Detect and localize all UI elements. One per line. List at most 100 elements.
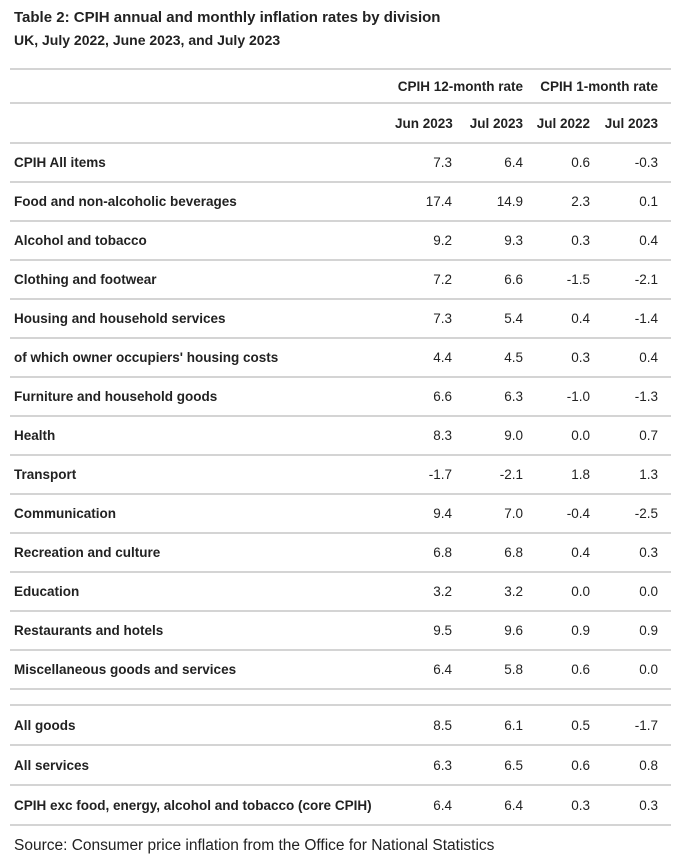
cell-value: 7.3 [433, 311, 452, 326]
row-label: Miscellaneous goods and services [14, 662, 237, 677]
cell-value: 0.0 [571, 428, 590, 443]
cell-value: 0.8 [639, 757, 659, 773]
column-group-empty [10, 69, 395, 103]
cell-value: 6.4 [433, 797, 452, 813]
cell-value: 2.3 [571, 194, 590, 209]
table-row: Furniture and household goods 6.6 6.3 -1… [10, 377, 672, 416]
cell-value: 6.4 [433, 662, 452, 677]
cell-value: -1.3 [634, 389, 659, 404]
cell-value: 17.4 [425, 194, 452, 209]
table-row: Communication 9.4 7.0 -0.4 -2.5 [10, 494, 672, 533]
cell-value: 0.6 [571, 662, 590, 677]
cell-value: 7.2 [433, 272, 452, 287]
table-row: CPIH All items 7.3 6.4 0.6 -0.3 [10, 143, 672, 182]
cell-value: 0.0 [639, 584, 659, 599]
cell-value: 5.4 [504, 311, 523, 326]
cell-value: 0.3 [571, 797, 590, 813]
cell-value: 0.6 [571, 757, 590, 773]
table-row: Recreation and culture 6.8 6.8 0.4 0.3 [10, 533, 672, 572]
cell-value: 0.4 [639, 233, 659, 248]
spacer-row [10, 689, 672, 705]
cell-value: 6.3 [433, 757, 452, 773]
cell-value: 3.2 [433, 584, 452, 599]
table-row: Education 3.2 3.2 0.0 0.0 [10, 572, 672, 611]
cell-value: 4.4 [433, 350, 452, 365]
cell-value: -2.1 [499, 467, 523, 482]
cell-value: 0.3 [571, 233, 590, 248]
cell-value: -0.4 [566, 506, 590, 521]
cell-value: 0.9 [571, 623, 590, 638]
cell-value: 0.9 [639, 623, 659, 638]
cell-value: 9.4 [433, 506, 452, 521]
row-label: All goods [14, 717, 76, 733]
table-row: Housing and household services 7.3 5.4 0… [10, 299, 672, 338]
row-label: Recreation and culture [14, 545, 161, 560]
table-row: All services 6.3 6.5 0.6 0.8 [10, 745, 672, 785]
cell-value: 9.0 [504, 428, 523, 443]
row-label: All services [14, 757, 90, 773]
table-row: All goods 8.5 6.1 0.5 -1.7 [10, 705, 672, 745]
table-row: CPIH exc food, energy, alcohol and tobac… [10, 785, 672, 825]
cell-value: 6.4 [504, 155, 523, 170]
row-label: CPIH exc food, energy, alcohol and tobac… [14, 797, 372, 813]
table-row: of which owner occupiers' housing costs … [10, 338, 672, 377]
cell-value: 5.8 [504, 662, 523, 677]
cell-value: 6.6 [504, 272, 523, 287]
table-row: Food and non-alcoholic beverages 17.4 14… [10, 182, 672, 221]
inflation-table: CPIH 12-month rate CPIH 1-month rate Jun… [10, 68, 672, 826]
cell-value: -2.5 [634, 506, 659, 521]
table-row: Clothing and footwear 7.2 6.6 -1.5 -2.1 [10, 260, 672, 299]
cell-value: 9.6 [504, 623, 523, 638]
cell-value: 0.5 [571, 717, 590, 733]
cell-value: 6.1 [504, 717, 523, 733]
cell-value: 6.8 [433, 545, 452, 560]
cell-value: 7.0 [504, 506, 523, 521]
cell-value: 0.1 [639, 194, 659, 209]
column-group-row: CPIH 12-month rate CPIH 1-month rate [10, 69, 672, 103]
row-label: Education [14, 584, 80, 599]
cell-value: 14.9 [496, 194, 523, 209]
cell-value: 9.5 [433, 623, 452, 638]
row-label: Health [14, 428, 56, 443]
column-header-row: Jun 2023 Jul 2023 Jul 2022 Jul 2023 [10, 103, 672, 143]
row-label: CPIH All items [14, 155, 106, 170]
cell-value: 9.3 [504, 233, 523, 248]
row-label: Communication [14, 506, 117, 521]
cell-value: 0.4 [571, 311, 590, 326]
cell-value: -1.7 [428, 467, 452, 482]
row-label: Alcohol and tobacco [14, 233, 147, 248]
row-label: Clothing and footwear [14, 272, 157, 287]
column-group-12-month: CPIH 12-month rate [397, 78, 523, 94]
column-header-jun-2023: Jun 2023 [395, 115, 453, 131]
column-header-jul-2022: Jul 2022 [536, 115, 590, 131]
table-row: Transport -1.7 -2.1 1.8 1.3 [10, 455, 672, 494]
cell-value: 8.3 [433, 428, 452, 443]
row-label: of which owner occupiers' housing costs [14, 350, 279, 365]
row-label: Housing and household services [14, 311, 226, 326]
cell-value: 0.3 [639, 797, 659, 813]
row-label: Furniture and household goods [14, 389, 218, 404]
cell-value: 7.3 [433, 155, 452, 170]
cell-value: 0.7 [639, 428, 659, 443]
cell-value: 0.6 [571, 155, 590, 170]
table-row: Alcohol and tobacco 9.2 9.3 0.3 0.4 [10, 221, 672, 260]
cell-value: -1.4 [634, 311, 659, 326]
cell-value: 0.3 [639, 545, 659, 560]
cell-value: 1.8 [571, 467, 590, 482]
column-header-empty [10, 103, 395, 143]
cell-value: 8.5 [433, 717, 452, 733]
table-row: Health 8.3 9.0 0.0 0.7 [10, 416, 672, 455]
row-label: Restaurants and hotels [14, 623, 164, 638]
cell-value: 0.4 [639, 350, 659, 365]
cell-value: 3.2 [504, 584, 523, 599]
cell-value: -1.5 [566, 272, 590, 287]
cell-value: 0.3 [571, 350, 590, 365]
page-title: Table 2: CPIH annual and monthly inflati… [14, 9, 441, 26]
row-label: Transport [14, 467, 77, 482]
spacer-cell [10, 689, 671, 705]
cell-value: -1.0 [566, 389, 590, 404]
cell-value: 1.3 [639, 467, 659, 482]
cell-value: 0.4 [571, 545, 590, 560]
cell-value: 6.3 [504, 389, 523, 404]
